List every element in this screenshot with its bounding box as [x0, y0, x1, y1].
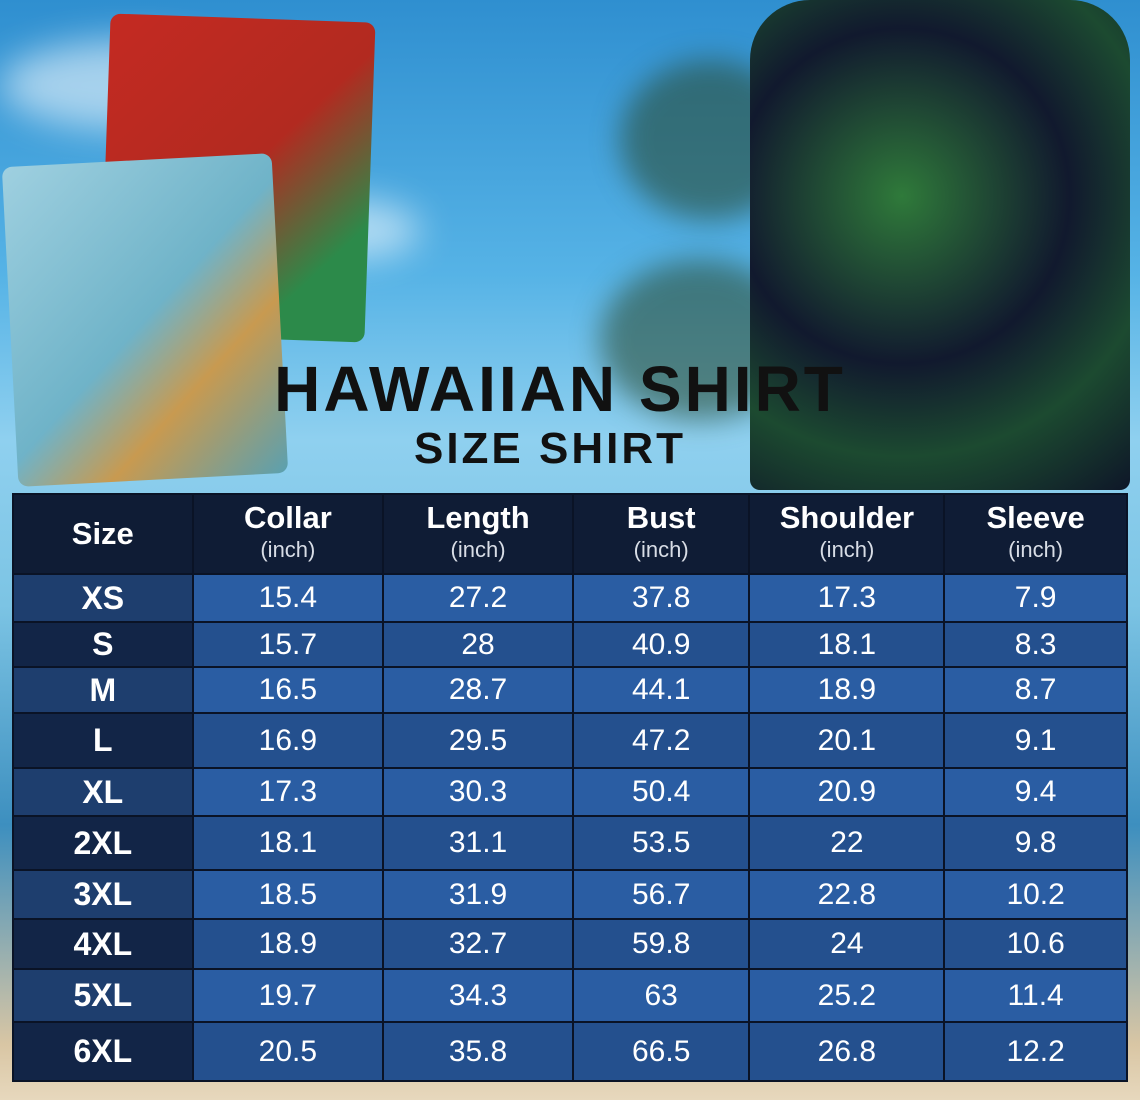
measurement-cell: 31.1 [382, 815, 574, 871]
header-label: Sleeve [986, 500, 1085, 535]
header-label: Bust [626, 500, 696, 535]
column-header: Sleeve (inch) [943, 493, 1128, 575]
measurement-cell: 22.8 [748, 869, 946, 920]
measurement-cell: 19.7 [191, 968, 385, 1023]
size-cell: 3XL [12, 869, 194, 920]
column-header: Size [12, 493, 194, 575]
measurement-cell: 37.8 [571, 573, 751, 623]
page-title: HAWAIIAN SHIRT [274, 353, 846, 425]
size-cell: M [12, 666, 194, 714]
measurement-cell: 17.3 [748, 573, 946, 623]
table-row: S 15.7 28 40.9 18.1 8.3 [12, 621, 1128, 668]
measurement-cell: 47.2 [571, 712, 751, 769]
measurement-cell: 12.2 [943, 1021, 1128, 1082]
flamingo-shirt [750, 0, 1130, 490]
measurement-cell: 53.5 [571, 815, 751, 871]
measurement-cell: 28.7 [382, 666, 574, 714]
size-cell: XS [12, 573, 194, 623]
size-cell: XL [12, 767, 194, 817]
measurement-cell: 18.9 [191, 918, 385, 970]
column-header: Collar (inch) [191, 493, 385, 575]
table-row: L 16.9 29.5 47.2 20.1 9.1 [12, 712, 1128, 769]
measurement-cell: 29.5 [382, 712, 574, 769]
measurement-cell: 35.8 [382, 1021, 574, 1082]
size-table: Size Collar (inch) Length (inch) Bust (inch) Sh… [12, 493, 1128, 1082]
measurement-cell: 63 [571, 968, 751, 1023]
measurement-cell: 24 [748, 918, 946, 970]
measurement-cell: 17.3 [191, 767, 385, 817]
size-cell: 6XL [12, 1021, 194, 1082]
size-cell: 4XL [12, 918, 194, 970]
table-row: XS 15.4 27.2 37.8 17.3 7.9 [12, 573, 1128, 623]
measurement-cell: 20.1 [748, 712, 946, 769]
measurement-cell: 26.8 [748, 1021, 946, 1082]
measurement-cell: 16.9 [191, 712, 385, 769]
header-unit: (inch) [1008, 537, 1064, 562]
measurement-cell: 31.9 [382, 869, 574, 920]
table-row: 4XL 18.9 32.7 59.8 24 10.6 [12, 918, 1128, 970]
header-unit: (inch) [450, 537, 506, 562]
measurement-cell: 27.2 [382, 573, 574, 623]
measurement-cell: 18.1 [191, 815, 385, 871]
measurement-cell: 34.3 [382, 968, 574, 1023]
size-cell: L [12, 712, 194, 769]
table-row: XL 17.3 30.3 50.4 20.9 9.4 [12, 767, 1128, 817]
measurement-cell: 9.8 [943, 815, 1128, 871]
header-label: Shoulder [779, 500, 915, 535]
measurement-cell: 9.4 [943, 767, 1128, 817]
size-cell: S [12, 621, 194, 668]
measurement-cell: 11.4 [943, 968, 1128, 1023]
measurement-cell: 20.9 [748, 767, 946, 817]
measurement-cell: 15.7 [191, 621, 385, 668]
measurement-cell: 10.2 [943, 869, 1128, 920]
header-label: Collar [243, 500, 332, 535]
measurement-cell: 8.3 [943, 621, 1128, 668]
measurement-cell: 10.6 [943, 918, 1128, 970]
column-header: Shoulder (inch) [748, 493, 946, 575]
table-row: 3XL 18.5 31.9 56.7 22.8 10.2 [12, 869, 1128, 920]
measurement-cell: 59.8 [571, 918, 751, 970]
table-row: 6XL 20.5 35.8 66.5 26.8 12.2 [12, 1021, 1128, 1082]
header-unit: (inch) [633, 537, 689, 562]
measurement-cell: 25.2 [748, 968, 946, 1023]
measurement-cell: 32.7 [382, 918, 574, 970]
page-subtitle: SIZE SHIRT [413, 424, 687, 473]
size-cell: 2XL [12, 815, 194, 871]
measurement-cell: 20.5 [191, 1021, 385, 1082]
header-label: Length [426, 500, 530, 535]
header-unit: (inch) [260, 537, 316, 562]
table-row: 5XL 19.7 34.3 63 25.2 11.4 [12, 968, 1128, 1023]
measurement-cell: 7.9 [943, 573, 1128, 623]
measurement-cell: 50.4 [571, 767, 751, 817]
header-row: Size Collar (inch) Length (inch) Bust (inch) Sh… [12, 493, 1128, 575]
measurement-cell: 18.9 [748, 666, 946, 714]
column-header: Bust (inch) [571, 493, 751, 575]
measurement-cell: 66.5 [571, 1021, 751, 1082]
size-cell: 5XL [12, 968, 194, 1023]
measurement-cell: 18.5 [191, 869, 385, 920]
header-label: Size [71, 516, 134, 551]
measurement-cell: 15.4 [191, 573, 385, 623]
column-header: Length (inch) [382, 493, 574, 575]
measurement-cell: 56.7 [571, 869, 751, 920]
measurement-cell: 9.1 [943, 712, 1128, 769]
table-row: 2XL 18.1 31.1 53.5 22 9.8 [12, 815, 1128, 871]
measurement-cell: 28 [382, 621, 574, 668]
measurement-cell: 44.1 [571, 666, 751, 714]
measurement-cell: 40.9 [571, 621, 751, 668]
table-row: M 16.5 28.7 44.1 18.9 8.7 [12, 666, 1128, 714]
measurement-cell: 30.3 [382, 767, 574, 817]
measurement-cell: 22 [748, 815, 946, 871]
measurement-cell: 18.1 [748, 621, 946, 668]
measurement-cell: 16.5 [191, 666, 385, 714]
measurement-cell: 8.7 [943, 666, 1128, 714]
header-unit: (inch) [819, 537, 875, 562]
